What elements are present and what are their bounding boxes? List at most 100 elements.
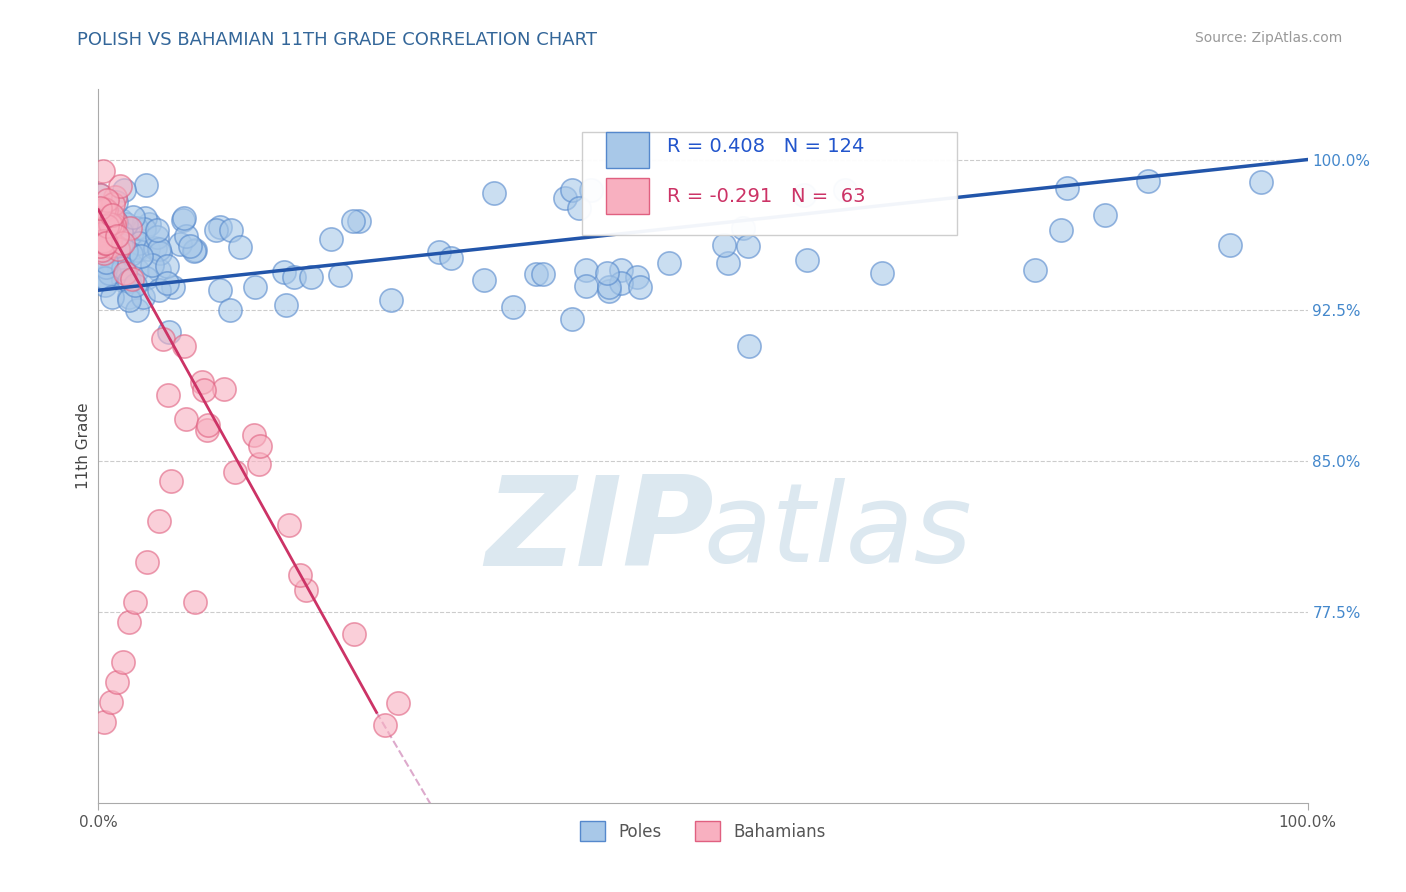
Point <box>93 202 115 216</box>
Point <box>148 515 170 529</box>
Point <box>114 218 136 232</box>
Point <box>94 235 117 250</box>
Point <box>347 214 370 228</box>
Point <box>91 244 114 258</box>
Point <box>160 474 183 488</box>
Point <box>208 220 231 235</box>
Point <box>193 383 215 397</box>
Point <box>105 228 128 243</box>
Point <box>94 202 117 217</box>
Point <box>111 655 134 669</box>
Point <box>249 439 271 453</box>
Point <box>205 223 228 237</box>
Point <box>598 284 620 298</box>
Point <box>93 715 115 730</box>
Point <box>1024 263 1046 277</box>
Point <box>737 239 759 253</box>
Point <box>91 236 114 251</box>
Point <box>103 218 125 232</box>
Point <box>101 197 124 211</box>
Point <box>173 339 195 353</box>
Point <box>134 211 156 225</box>
Point <box>128 236 150 251</box>
Point <box>94 255 117 269</box>
Point <box>120 247 142 261</box>
Point <box>118 290 141 304</box>
Point <box>283 269 305 284</box>
Point <box>148 242 170 256</box>
Point <box>124 595 146 609</box>
Point <box>174 229 197 244</box>
Point <box>98 239 121 253</box>
Point <box>101 290 124 304</box>
Point <box>91 164 114 178</box>
Point <box>575 263 598 277</box>
Point <box>96 219 118 234</box>
Point <box>118 293 141 307</box>
Point <box>121 210 143 224</box>
Point <box>89 239 111 253</box>
Point <box>212 382 235 396</box>
Point <box>91 272 114 286</box>
Point <box>112 236 135 251</box>
Point <box>111 273 134 287</box>
Point <box>89 211 111 226</box>
Point <box>169 237 191 252</box>
Point <box>554 191 576 205</box>
Legend: Poles, Bahamians: Poles, Bahamians <box>574 814 832 848</box>
Point <box>502 300 524 314</box>
Point <box>149 246 172 260</box>
Point <box>104 190 127 204</box>
Point <box>114 266 136 280</box>
Point <box>89 228 111 243</box>
Point <box>713 238 735 252</box>
Point <box>1094 209 1116 223</box>
Point <box>89 217 111 231</box>
Point <box>105 675 128 690</box>
Point <box>162 279 184 293</box>
Point <box>125 244 148 258</box>
Point <box>295 582 318 597</box>
Point <box>91 202 114 217</box>
Point <box>94 260 117 274</box>
Point <box>870 266 893 280</box>
Bar <box>606 178 648 214</box>
Point <box>96 270 118 285</box>
Point <box>134 222 156 236</box>
Point <box>132 290 155 304</box>
Point <box>143 242 166 256</box>
Point <box>141 258 163 272</box>
Point <box>575 279 598 293</box>
Point <box>224 465 246 479</box>
Point <box>626 270 648 285</box>
Point <box>329 268 352 283</box>
Point <box>135 555 157 569</box>
Point <box>101 258 124 272</box>
Point <box>173 211 195 226</box>
Point <box>598 280 620 294</box>
Point <box>343 627 366 641</box>
Point <box>93 245 115 260</box>
Point <box>93 213 115 227</box>
Point <box>94 271 117 285</box>
Point <box>733 220 755 235</box>
Point <box>738 339 761 353</box>
Point <box>118 274 141 288</box>
Point <box>596 266 619 280</box>
Point <box>91 234 114 248</box>
Point <box>834 183 856 197</box>
Point <box>524 267 547 281</box>
Point <box>183 244 205 259</box>
Point <box>100 244 122 258</box>
Point <box>427 244 450 259</box>
Point <box>579 183 602 197</box>
Point <box>94 277 117 292</box>
Point <box>610 276 633 290</box>
Text: atlas: atlas <box>703 478 972 585</box>
Point <box>156 259 179 273</box>
Text: POLISH VS BAHAMIAN 11TH GRADE CORRELATION CHART: POLISH VS BAHAMIAN 11TH GRADE CORRELATIO… <box>77 31 598 49</box>
Point <box>796 252 818 267</box>
Point <box>172 212 194 227</box>
Point <box>118 615 141 629</box>
Point <box>89 227 111 241</box>
